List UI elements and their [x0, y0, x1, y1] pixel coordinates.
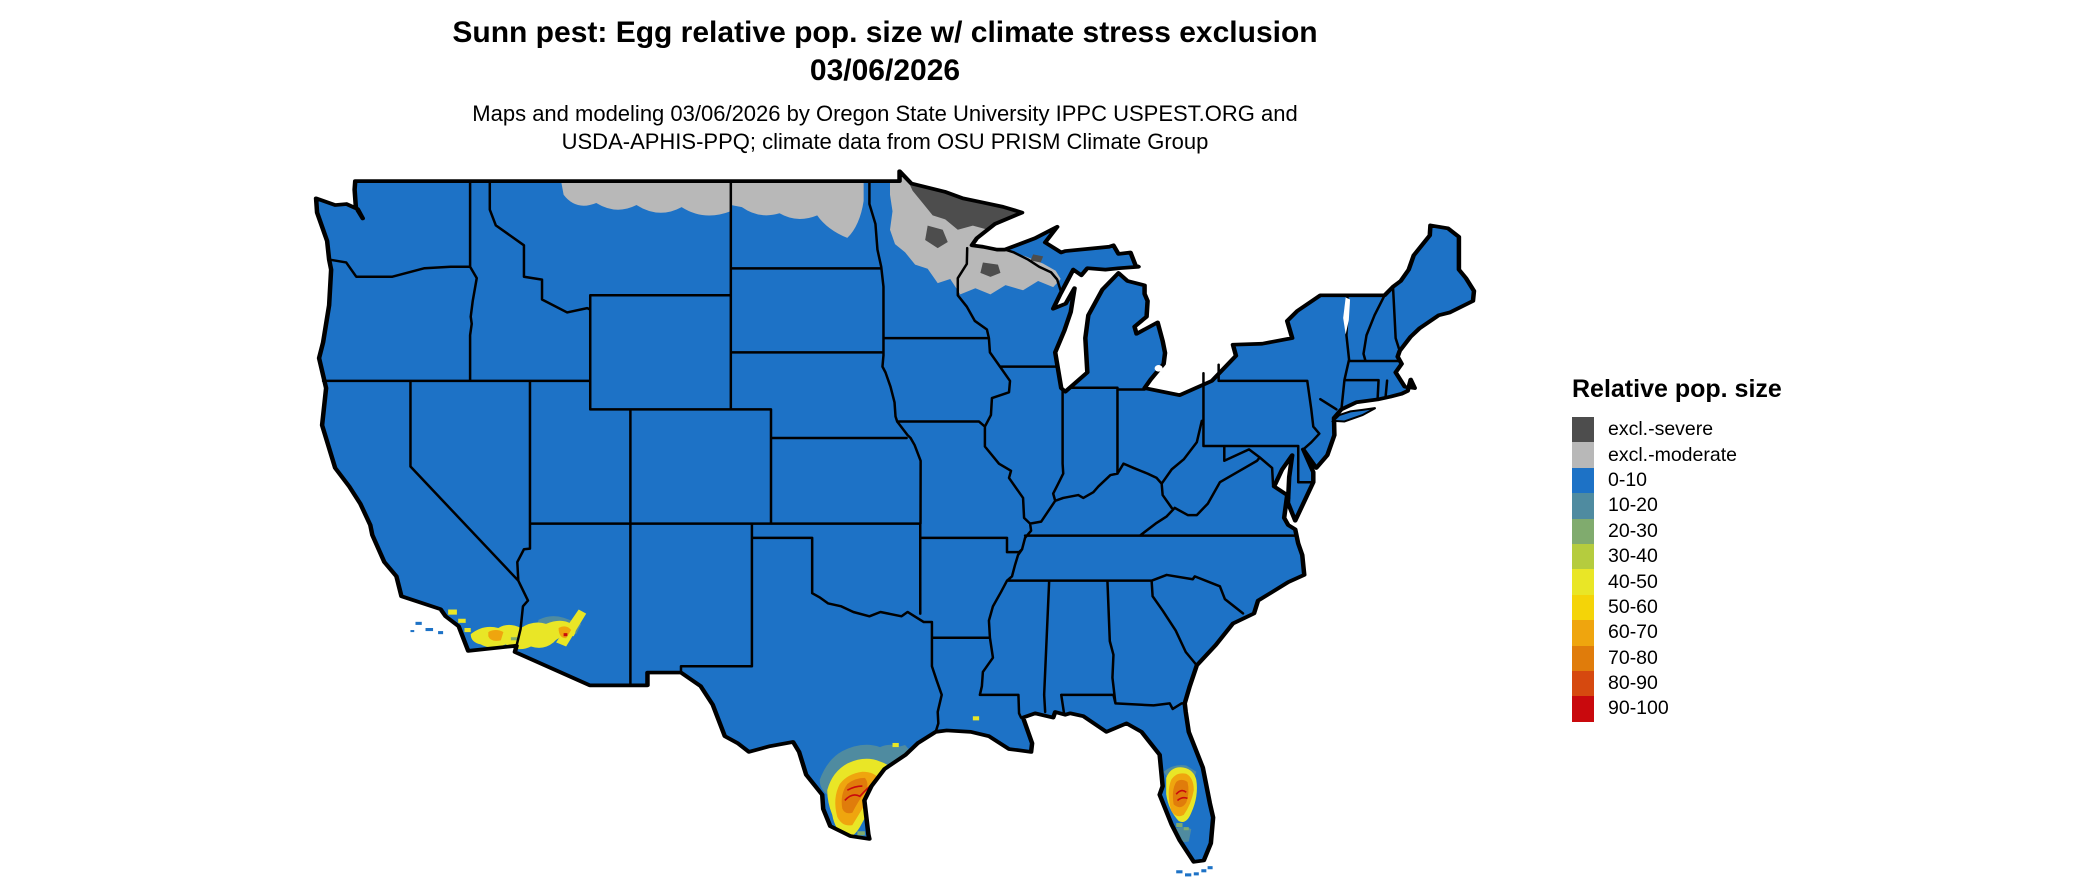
legend-label: 90-100 [1608, 697, 1669, 720]
legend-swatch [1572, 645, 1594, 671]
legend-swatch [1572, 569, 1594, 595]
legend-swatch [1572, 493, 1594, 519]
legend-swatch [1572, 696, 1594, 722]
legend-label: excl.-severe [1608, 418, 1714, 441]
legend-swatch [1572, 417, 1594, 443]
legend-item: 80-90 [1572, 670, 1782, 697]
legend-item: excl.-moderate [1572, 442, 1782, 468]
legend-label: 60-70 [1608, 621, 1658, 644]
figure-header: Sunn pest: Egg relative pop. size w/ cli… [0, 0, 1770, 156]
legend-swatch [1572, 442, 1594, 468]
subtitle-line-2: USDA-APHIS-PPQ; climate data from OSU PR… [561, 129, 1209, 154]
florida-keys [1176, 866, 1213, 877]
legend-label: 70-80 [1608, 646, 1658, 669]
legend-label: 0-10 [1608, 468, 1648, 491]
channel-islands [410, 621, 444, 635]
legend-swatch [1572, 467, 1594, 494]
legend-item: 60-70 [1572, 620, 1782, 646]
legend-label: 10-20 [1608, 494, 1658, 517]
subtitle-line-1: Maps and modeling 03/06/2026 by Oregon S… [472, 101, 1298, 126]
us-map [300, 164, 1480, 892]
legend-title: Relative pop. size [1572, 375, 1782, 403]
legend-label: excl.-moderate [1608, 443, 1737, 466]
legend-swatch [1572, 543, 1594, 570]
legend-label: 50-60 [1608, 595, 1658, 618]
title-line-2: 03/06/2026 [809, 54, 961, 87]
state-borders [323, 181, 1400, 732]
legend-label: 30-40 [1608, 545, 1658, 568]
legend-swatch [1572, 594, 1594, 621]
long-island [1333, 408, 1375, 421]
figure-title: Sunn pest: Egg relative pop. size w/ cli… [0, 14, 1770, 90]
legend-item: excl.-severe [1572, 417, 1782, 443]
raster-overlays [448, 172, 1197, 843]
legend-item: 30-40 [1572, 543, 1782, 570]
legend-item: 10-20 [1572, 493, 1782, 519]
legend-item: 50-60 [1572, 594, 1782, 621]
legend-swatch [1572, 620, 1594, 646]
legend-label: 80-90 [1608, 672, 1658, 695]
legend-items: excl.-severe excl.-moderate 0-10 10-20 2… [1572, 417, 1782, 722]
legend-label: 20-30 [1608, 519, 1658, 542]
legend-item: 70-80 [1572, 645, 1782, 671]
lake-champlain [1343, 297, 1351, 335]
legend-swatch [1572, 670, 1594, 697]
figure-subtitle: Maps and modeling 03/06/2026 by Oregon S… [0, 100, 1770, 156]
southwest-hotspot-overlay [448, 609, 587, 650]
lake-st-clair [1154, 364, 1163, 372]
florida-hotspot-overlay [1163, 765, 1197, 843]
legend-label: 40-50 [1608, 570, 1658, 593]
us-map-svg [300, 164, 1480, 877]
legend-item: 20-30 [1572, 518, 1782, 544]
legend-item: 40-50 [1572, 569, 1782, 595]
legend-swatch [1572, 518, 1594, 544]
legend-item: 0-10 [1572, 467, 1782, 494]
legend-item: 90-100 [1572, 696, 1782, 722]
exclusion-severe-overlay [905, 174, 1044, 277]
map-legend: Relative pop. size excl.-severe excl.-mo… [1572, 376, 1782, 722]
title-line-1: Sunn pest: Egg relative pop. size w/ cli… [452, 16, 1318, 49]
